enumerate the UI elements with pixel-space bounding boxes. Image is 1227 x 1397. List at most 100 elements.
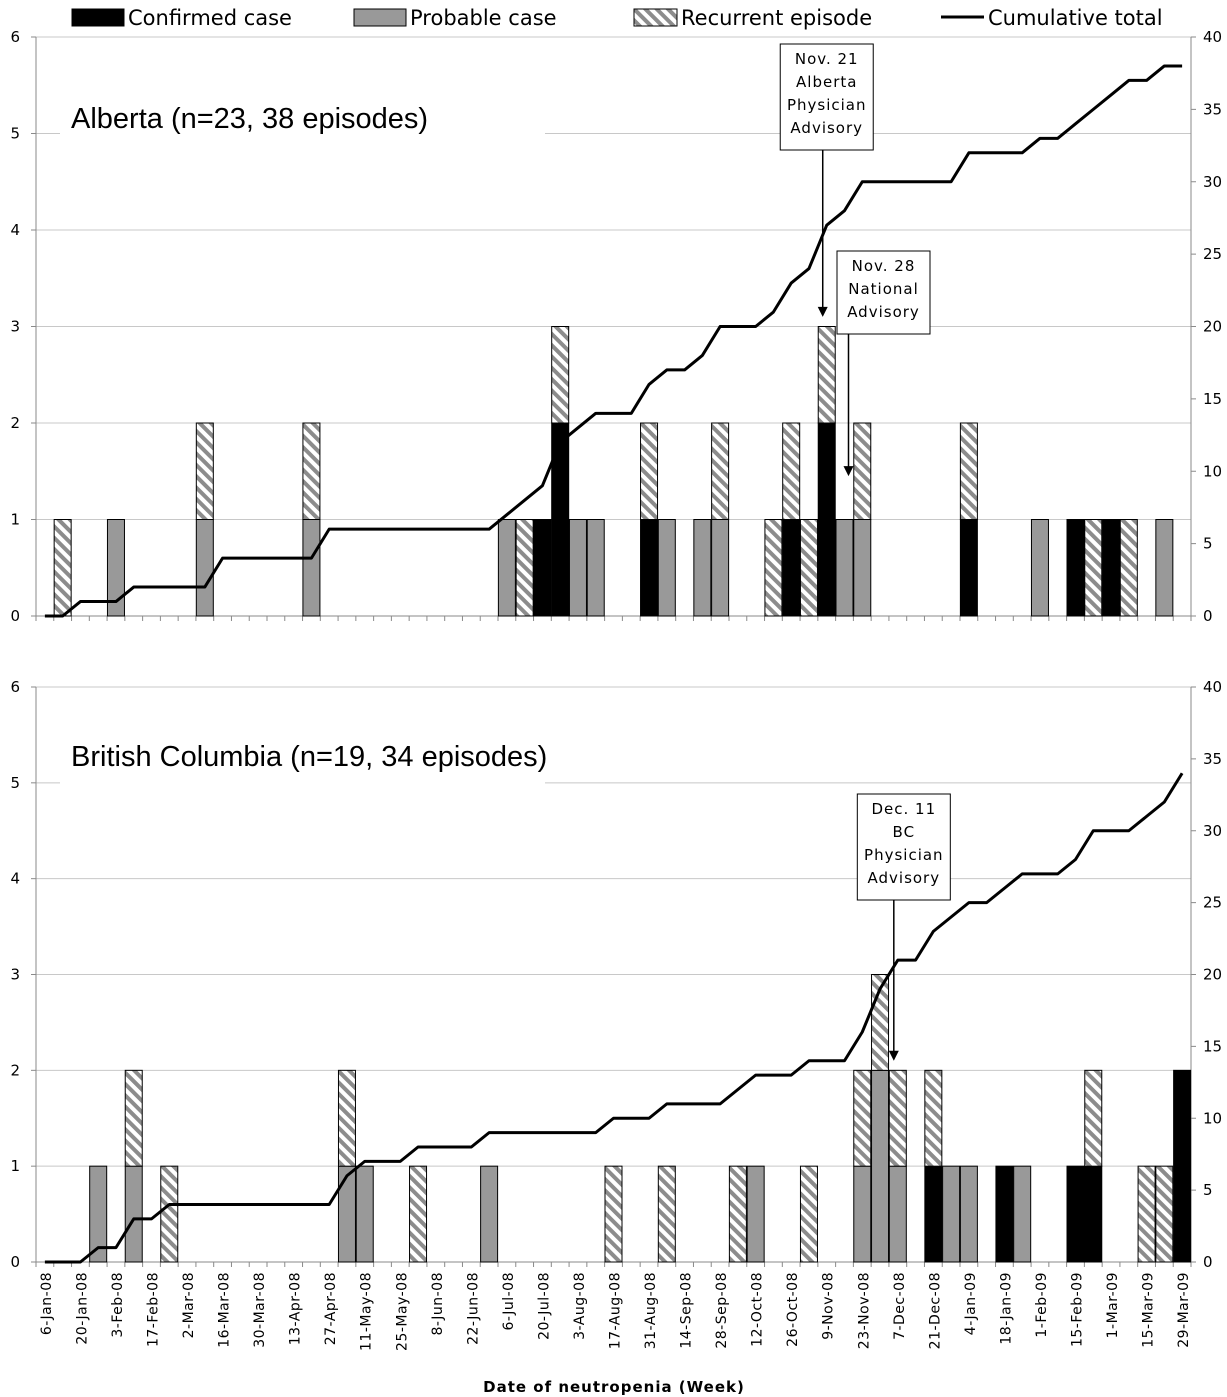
bar-probable [480, 1165, 499, 1263]
x-tick-label: 17-Feb-08 [146, 1272, 162, 1347]
right-tick-label: 35 [1203, 100, 1222, 118]
bar-recurrent [160, 1165, 179, 1263]
bar-recurrent [515, 519, 534, 617]
right-tick-label: 0 [1203, 1253, 1213, 1271]
left-tick-label: 6 [10, 678, 20, 696]
annotation-box [856, 793, 951, 901]
bar-recurrent [53, 519, 72, 617]
left-tick-label: 3 [10, 966, 20, 984]
x-tick-label: 11-May-08 [359, 1272, 375, 1351]
bar-probable [1013, 1165, 1032, 1263]
legend-swatch-recurrent [633, 8, 678, 27]
bar-probable [888, 1165, 907, 1263]
left-tick-label: 6 [10, 28, 20, 46]
right-tick-label: 10 [1203, 462, 1222, 480]
bar-recurrent [1155, 1165, 1174, 1263]
annotation-text: Advisory [790, 119, 863, 137]
x-tick-label: 22-Jun-08 [465, 1272, 481, 1345]
legend-swatch-confirmed [71, 8, 125, 27]
x-tick-label: 8-Jun-08 [430, 1272, 446, 1335]
x-tick-label: 17-Aug-08 [608, 1272, 624, 1349]
annotation-text: Advisory [868, 869, 941, 887]
bar-probable [124, 1165, 143, 1263]
bar-probable [693, 519, 712, 617]
right-tick-label: 15 [1203, 390, 1222, 408]
x-tick-label: 3-Aug-08 [572, 1272, 588, 1340]
bar-recurrent [1137, 1165, 1156, 1263]
legend-label-confirmed: Confirmed case [128, 6, 292, 30]
bar-recurrent [195, 422, 214, 520]
bar-recurrent [657, 1165, 676, 1263]
annotation-text: National [848, 280, 919, 298]
bar-probable [89, 1165, 108, 1263]
right-tick-label: 15 [1203, 1037, 1222, 1055]
bar-recurrent [640, 422, 659, 520]
right-tick-label: 40 [1203, 28, 1222, 46]
bar-recurrent [853, 422, 872, 520]
bar-recurrent [728, 1165, 747, 1263]
x-tick-label: 1-Feb-09 [1034, 1272, 1050, 1338]
bar-confirmed [1084, 1165, 1103, 1263]
x-tick-label: 14-Sep-08 [679, 1272, 695, 1349]
bar-recurrent [1084, 1069, 1103, 1167]
bar-confirmed [551, 422, 570, 617]
x-tick-label: 7-Dec-08 [892, 1272, 908, 1340]
left-tick-label: 3 [10, 318, 20, 336]
bar-probable [195, 519, 214, 617]
bar-confirmed [640, 519, 659, 617]
bar-recurrent [1084, 519, 1103, 617]
x-tick-label: 15-Feb-09 [1070, 1272, 1086, 1347]
bar-probable [835, 519, 854, 617]
bar-confirmed [1066, 519, 1085, 617]
bar-confirmed [1066, 1165, 1085, 1263]
x-tick-label: 29-Mar-09 [1176, 1272, 1192, 1348]
right-tick-label: 40 [1203, 678, 1222, 696]
right-tick-label: 20 [1203, 318, 1222, 336]
x-tick-label: 12-Oct-08 [750, 1272, 766, 1347]
bar-probable [568, 519, 587, 617]
bar-recurrent [1119, 519, 1138, 617]
x-tick-label: 6-Jan-08 [39, 1272, 55, 1335]
bar-probable [853, 519, 872, 617]
bar-probable [942, 1165, 961, 1263]
bar-probable [959, 1165, 978, 1263]
left-tick-label: 5 [10, 774, 20, 792]
right-tick-label: 0 [1203, 607, 1213, 625]
bar-probable [657, 519, 676, 617]
annotation-text: Dec. 11 [871, 800, 936, 818]
bar-recurrent [924, 1069, 943, 1167]
annotation-arrowhead [843, 466, 854, 477]
bar-confirmed [995, 1165, 1014, 1263]
x-axis-tick-labels: 6-Jan-08 20-Jan-08 3-Feb-08 17-Feb-08 2-Mar-… [39, 1272, 1192, 1351]
x-tick-label: 15-Mar-09 [1141, 1272, 1157, 1348]
bar-recurrent [711, 422, 730, 520]
right-tick-label: 5 [1203, 1181, 1213, 1199]
left-tick-label: 2 [10, 1061, 20, 1079]
bar-confirmed [533, 519, 552, 617]
left-tick-label: 0 [10, 1253, 20, 1271]
bar-recurrent [337, 1069, 356, 1167]
legend-swatch-probable [353, 8, 407, 27]
left-tick-label: 4 [10, 870, 20, 888]
title-backdrop [60, 732, 545, 784]
left-tick-label: 1 [10, 511, 20, 529]
panel-title: Alberta (n=23, 38 episodes) [71, 103, 428, 135]
bar-probable [871, 1069, 890, 1263]
bar-confirmed [817, 422, 836, 617]
bar-recurrent [551, 326, 570, 424]
bar-probable [302, 519, 321, 617]
annotation-arrowhead [888, 1050, 899, 1061]
annotation-text: Nov. 21 [795, 50, 859, 68]
annotation-text: Nov. 28 [852, 257, 916, 275]
legend-label-cumulative: Cumulative total [988, 6, 1163, 30]
annotation-arrowhead [817, 306, 828, 317]
annotation-box [779, 43, 874, 151]
right-tick-label: 30 [1203, 173, 1222, 191]
annotation-text: BC [893, 823, 916, 841]
annotation-box [836, 250, 931, 335]
bar-recurrent [764, 519, 783, 617]
x-tick-label: 4-Jan-09 [963, 1272, 979, 1335]
bar-probable [586, 519, 605, 617]
